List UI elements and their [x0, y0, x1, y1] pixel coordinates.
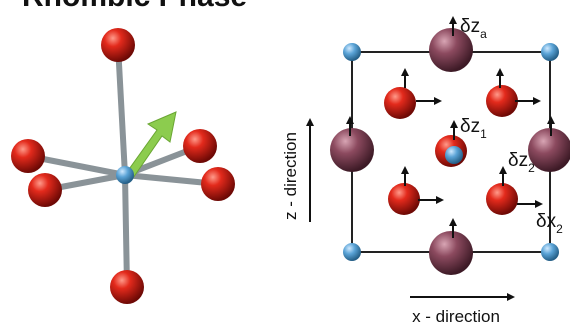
header-title: Rhombic Phase	[22, 0, 247, 13]
z-direction-label: z - direction	[281, 132, 300, 220]
oxygen-right-lower	[201, 167, 235, 201]
oxygen-left-lower	[28, 173, 62, 207]
corner-atom-tr	[541, 43, 559, 61]
corner-atom-bl	[343, 243, 361, 261]
displacement-arrows	[306, 16, 555, 301]
label-dz-a: δza	[460, 16, 487, 41]
label-dz-1: δz1	[460, 116, 487, 141]
oxygen-bottom	[110, 270, 144, 304]
oxygen-right-upper	[183, 129, 217, 163]
large-atom-right	[528, 128, 570, 172]
oxygen-cell-5	[486, 183, 518, 215]
corner-atom-tl	[343, 43, 361, 61]
bond-bottom	[122, 172, 130, 290]
label-dx-2: δx2	[536, 211, 563, 236]
oxygen-cell-1	[384, 87, 416, 119]
oxygen-cell-2	[486, 85, 518, 117]
x-direction-label: x - direction	[412, 307, 500, 326]
oxygen-top	[101, 28, 135, 62]
label-dz-2: δz2	[508, 150, 535, 175]
corner-atom-br	[541, 243, 559, 261]
bond-top	[115, 42, 128, 178]
large-atom-left	[330, 128, 374, 172]
large-atom-bottom	[429, 231, 473, 275]
octahedron	[11, 28, 235, 304]
metal-center	[116, 166, 134, 184]
displacement-arrow	[126, 111, 177, 179]
unit-cell: δza δz1 δz2 δx2 z - direction x - direct…	[281, 16, 570, 326]
bonds	[25, 42, 221, 290]
large-atom-top	[429, 28, 473, 72]
oxygen-left-upper	[11, 139, 45, 173]
oxygen-cell-4	[388, 183, 420, 215]
center-atom	[445, 146, 463, 164]
